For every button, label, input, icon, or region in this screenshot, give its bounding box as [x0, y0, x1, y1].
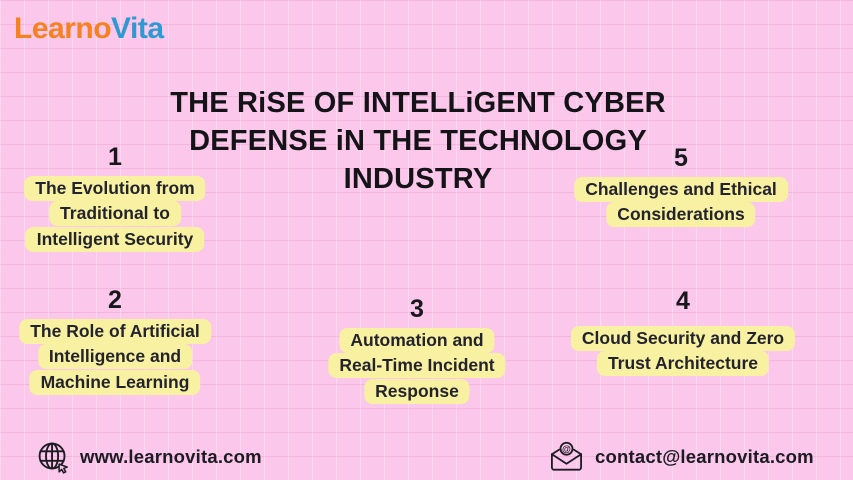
topic-1-label-line: Intelligent Security	[25, 226, 205, 252]
topic-1-label-line: The Evolution from	[24, 175, 206, 201]
topic-4-label-line: Cloud Security and Zero	[570, 325, 796, 351]
footer-website: www.learnovita.com	[36, 440, 262, 474]
topic-5-number: 5	[674, 144, 688, 172]
topic-4-number: 4	[676, 287, 690, 315]
topic-item-3: 3 Automation and Real-Time Incident Resp…	[328, 294, 506, 404]
at-glyph: @	[562, 444, 571, 454]
topic-3-number: 3	[410, 295, 424, 323]
email-icon: @	[548, 441, 585, 472]
topic-3-label-line: Real-Time Incident	[328, 353, 506, 378]
topic-1-number: 1	[108, 143, 122, 171]
topic-2-label-line: Machine Learning	[29, 369, 201, 395]
topic-item-1: 1 The Evolution from Traditional to Inte…	[24, 142, 206, 252]
brand-logo-vita: Vita	[111, 12, 164, 45]
topic-2-label-line: Intelligence and	[37, 344, 193, 369]
footer-email-text: contact@learnovita.com	[595, 445, 814, 467]
page-title: THE RiSE OF INTELLiGENT CYBER DEFENSE iN…	[0, 84, 836, 198]
page-title-line-1: THE RiSE OF INTELLiGENT CYBER	[170, 87, 666, 119]
topic-3-label-line: Automation and	[339, 327, 495, 353]
topic-1-label-line: Traditional to	[49, 201, 181, 226]
topic-2-number: 2	[108, 286, 122, 314]
topic-4-label-line: Trust Architecture	[596, 351, 770, 376]
topic-2-label-line: The Role of Artificial	[19, 318, 211, 344]
topic-item-2: 2 The Role of Artificial Intelligence an…	[19, 285, 211, 395]
page-title-line-2: DEFENSE iN THE TECHNOLOGY	[189, 125, 647, 157]
topic-5-label-line: Considerations	[606, 202, 756, 227]
globe-icon	[36, 440, 70, 474]
topic-item-5: 5 Challenges and Ethical Considerations	[574, 143, 788, 227]
footer-website-text: www.learnovita.com	[80, 446, 262, 467]
topic-3-label-line: Response	[364, 378, 470, 404]
topic-5-label-line: Challenges and Ethical	[574, 176, 788, 202]
topic-item-4: 4 Cloud Security and Zero Trust Architec…	[570, 286, 796, 376]
footer-email: @ contact@learnovita.com	[548, 441, 814, 472]
brand-logo: LearnoVita	[14, 12, 164, 46]
brand-logo-learno: Learno	[14, 12, 112, 45]
page-title-line-3: INDUSTRY	[343, 163, 493, 195]
